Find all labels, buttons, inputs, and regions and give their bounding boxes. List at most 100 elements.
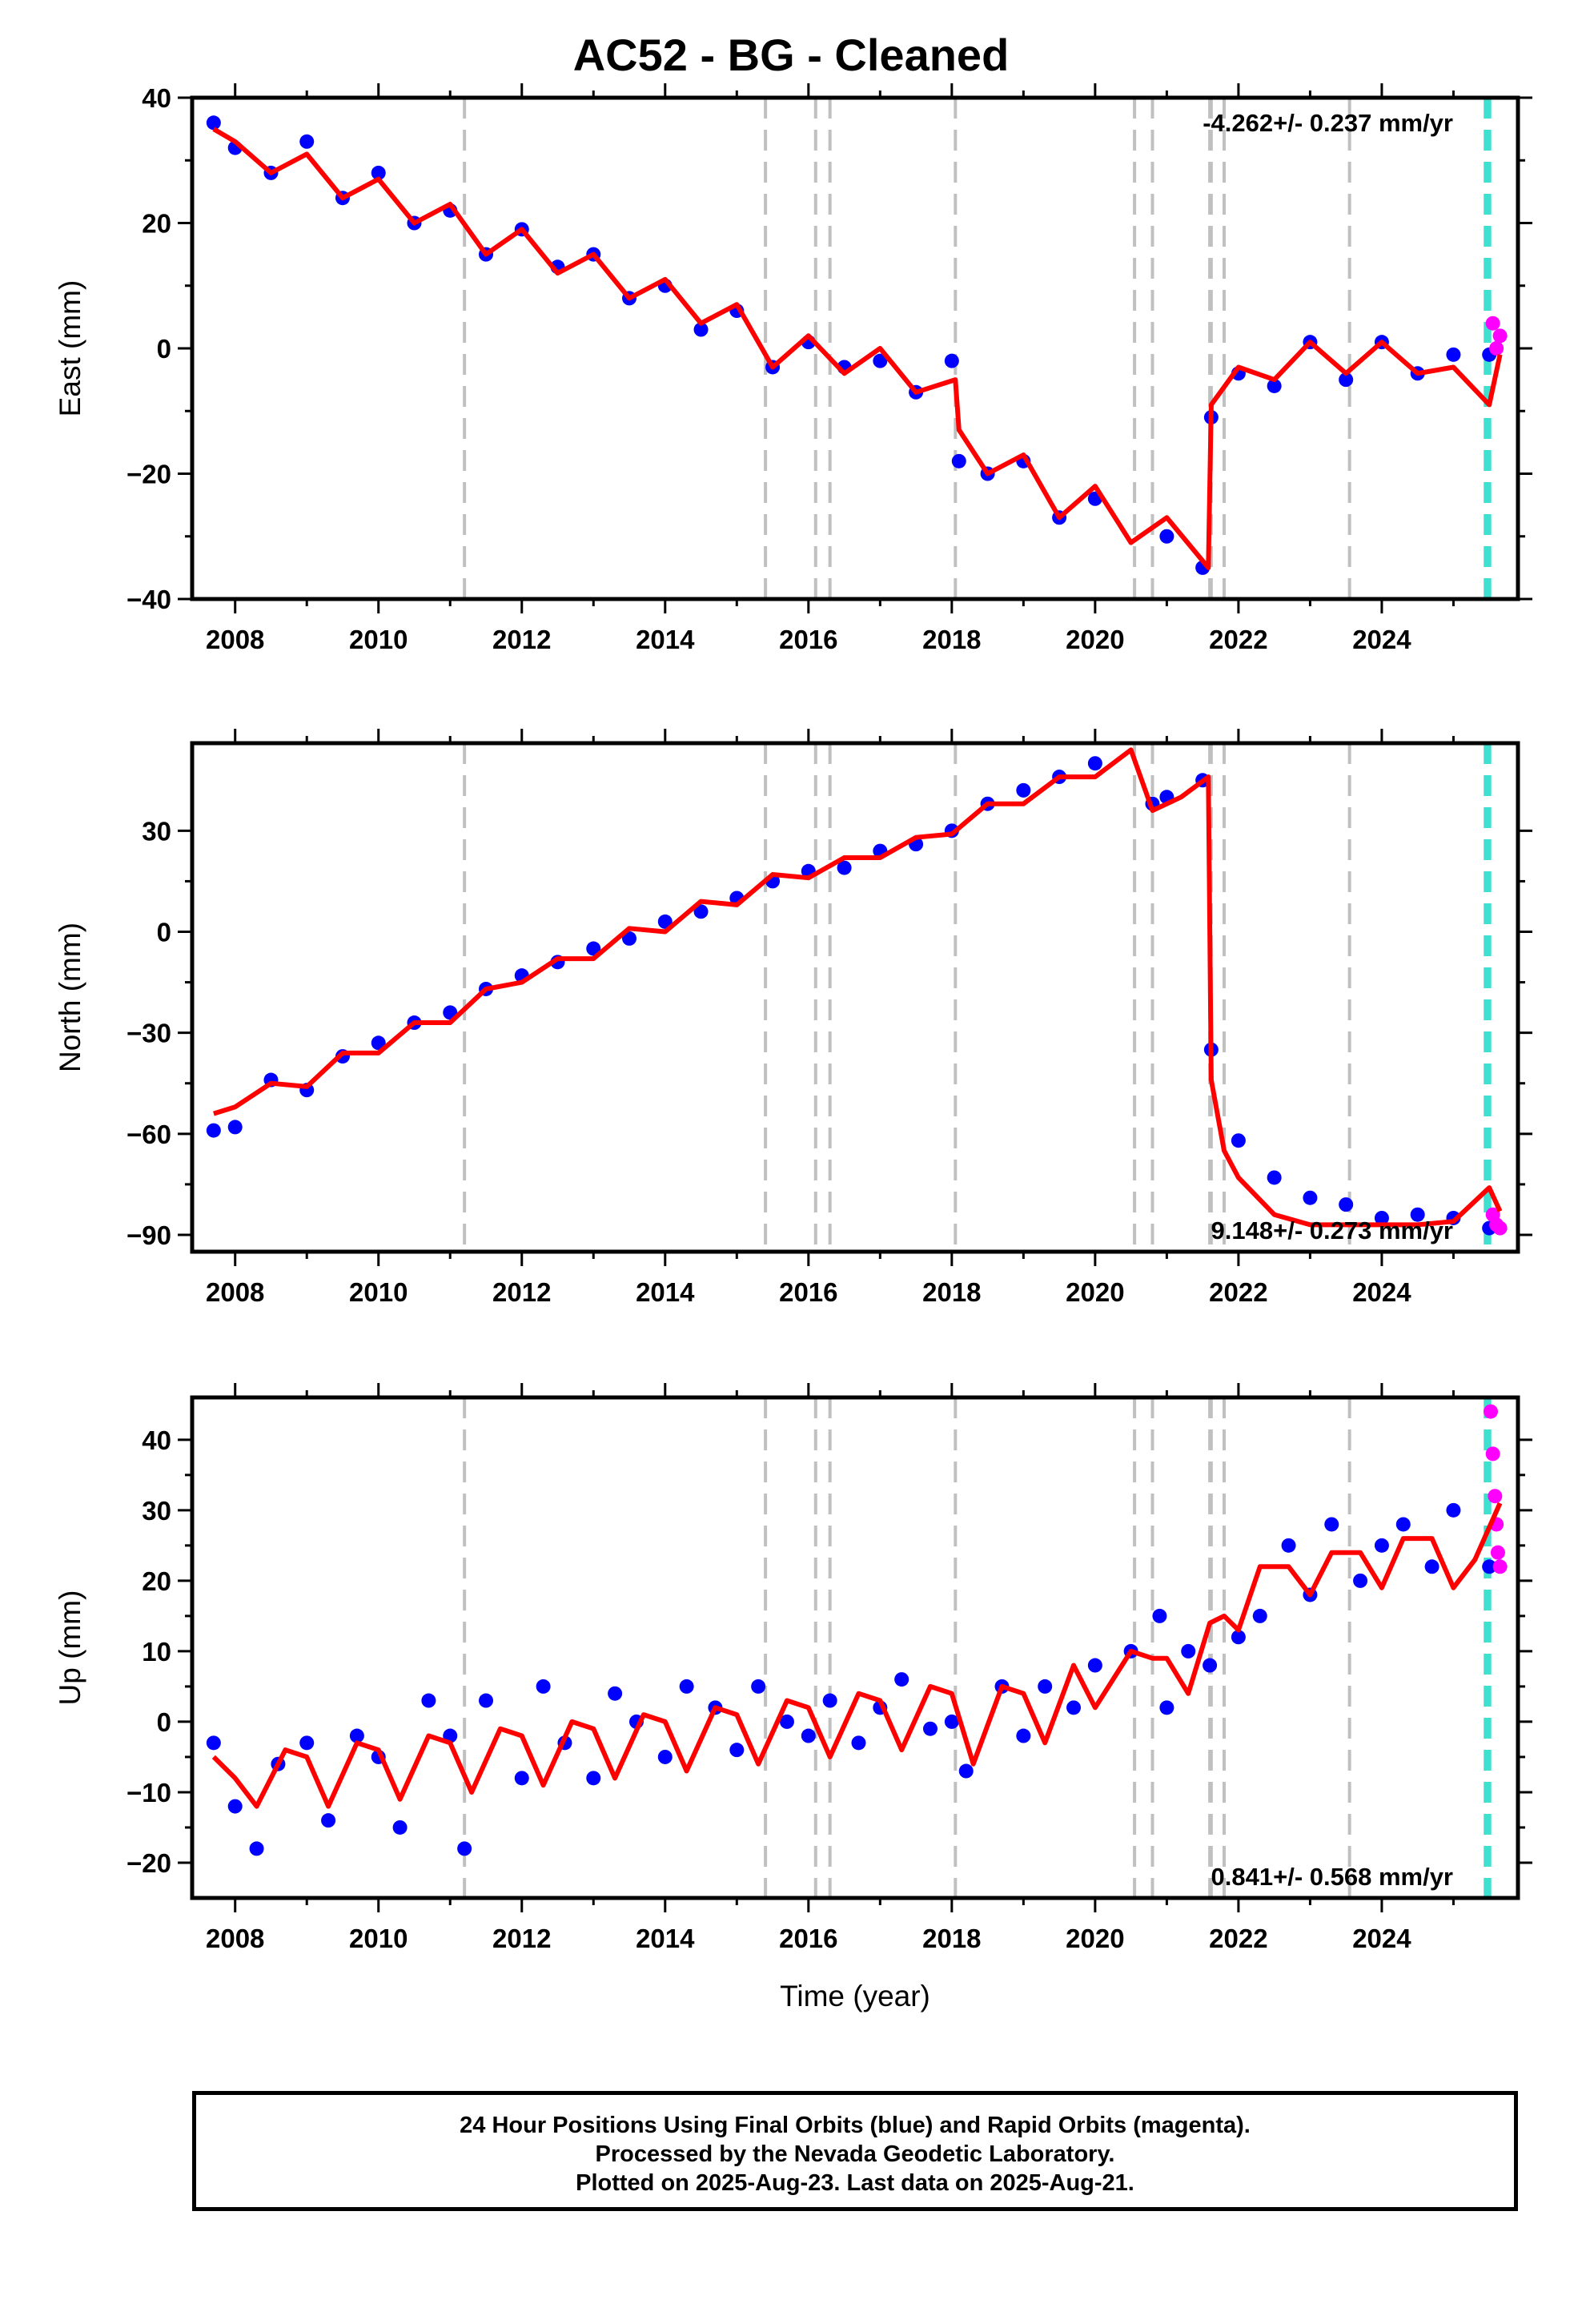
panel-3-y-tick-label-3: 0	[157, 1707, 171, 1737]
panel-2-final-orbits-point-26	[1087, 756, 1102, 771]
panel-1-final-orbits-point-20	[873, 353, 888, 368]
panel-1-final-orbits-point-28	[1159, 529, 1174, 544]
panel-3-y-axis-label: Up (mm)	[54, 1590, 86, 1706]
panel-1-final-orbits-point-15	[693, 322, 709, 337]
panel-2-y-axis-label: North (mm)	[54, 923, 86, 1072]
panel-3-final-orbits-point-33	[958, 1763, 974, 1779]
panel-2-final-orbits-point-6	[371, 1035, 386, 1051]
panel-3-x-axis-label: Time (year)	[780, 1980, 930, 2012]
panel-3-final-orbits-point-36	[1038, 1679, 1053, 1694]
panel-1-final-orbits-point-34	[1339, 372, 1354, 388]
panel-1-final-orbits-point-1	[206, 115, 221, 131]
panel-1-final-orbits-point-23	[951, 453, 966, 468]
panel-3-y-tick-label-2: −10	[126, 1778, 171, 1807]
panel-3-final-orbits-point-9	[392, 1819, 408, 1835]
panel-2-rapid-orbits-point-3	[1492, 1220, 1508, 1236]
panel-1-y-tick-label-5: 40	[142, 83, 171, 113]
panel-1-x-tick-label-2010: 2010	[349, 625, 408, 654]
panel-2-frame	[190, 741, 1520, 1254]
panel-1-y-tick-label-3: 0	[157, 334, 171, 364]
panel-2-final-orbits-point-32	[1267, 1170, 1282, 1185]
panel-3-x-tick-label-2018: 2018	[922, 1924, 981, 1953]
panel-3-x-tick-label-2022: 2022	[1209, 1924, 1267, 1953]
panel-1-final-orbits-point-6	[371, 165, 386, 180]
panel-3-final-orbits-point-6	[321, 1813, 336, 1828]
panel-2-x-tick-label-2008: 2008	[206, 1277, 264, 1307]
panel-3-final-orbits-point-3	[249, 1841, 264, 1856]
panel-3-final-orbits-point-44	[1231, 1630, 1246, 1645]
panel-3-final-orbits-point-23	[729, 1743, 745, 1758]
panel-3-final-orbits-point-51	[1395, 1517, 1411, 1532]
panel-1-final-orbits-point-32	[1267, 378, 1282, 393]
panel-3-x-tick-label-2020: 2020	[1066, 1924, 1124, 1953]
panel-3-final-orbits-point-43	[1203, 1658, 1218, 1673]
panel-3-final-orbits-point-30	[894, 1672, 909, 1687]
panel-1-y-tick-label-4: 20	[142, 209, 171, 239]
panel-2-y-tick-label-5: 30	[142, 816, 171, 846]
panel-1-x-tick-label-2008: 2008	[206, 625, 264, 654]
panel-3-model-line	[211, 1502, 1503, 1809]
panel-3-frame	[190, 1395, 1520, 1900]
panel-2-final-orbits-point-2	[227, 1120, 243, 1135]
panel-3-final-orbits-point-52	[1424, 1559, 1439, 1574]
panel-3-x-tick-label-2012: 2012	[492, 1924, 551, 1953]
panel-3-final-orbits-point-50	[1374, 1538, 1389, 1553]
panel-2-final-orbits-point-1	[206, 1123, 221, 1138]
panel-2-x-tick-label-2014: 2014	[636, 1277, 695, 1307]
chart-title: AC52 - BG - Cleaned	[572, 30, 1010, 80]
panel-2-final-orbits-point-14	[657, 914, 673, 929]
panel-3-final-orbits-point-21	[679, 1679, 694, 1694]
panel-1-y-tick-label-1: −40	[126, 585, 171, 614]
panel-2-final-orbits-point-36	[1410, 1207, 1425, 1222]
panel-3-final-orbits-point-15	[536, 1679, 551, 1694]
panel-3-final-orbits-point-18	[608, 1686, 623, 1701]
panel-3-final-orbits-point-24	[751, 1679, 766, 1694]
panel-2-x-tick-label-2024: 2024	[1352, 1277, 1411, 1307]
panel-3-final-orbits-point-40	[1152, 1608, 1167, 1623]
panel-3-final-orbits-point-17	[586, 1771, 601, 1786]
panel-1-y-axis-label: East (mm)	[54, 280, 86, 417]
panel-1-x-tick-label-2018: 2018	[922, 625, 981, 654]
panel-2-final-orbits-point-15	[693, 904, 709, 919]
panel-1-x-tick-label-2024: 2024	[1352, 625, 1411, 654]
panel-2-x-tick-label-2018: 2018	[922, 1277, 981, 1307]
panel-3-rapid-orbits-point-3	[1488, 1489, 1503, 1504]
panel-3-x-tick-label-2024: 2024	[1352, 1924, 1411, 1953]
panel-3-final-orbits-point-28	[851, 1735, 866, 1751]
panel-3-final-orbits-point-42	[1181, 1643, 1196, 1659]
panel-3-final-orbits-point-26	[801, 1728, 816, 1743]
panel-3-x-tick-label-2010: 2010	[349, 1924, 408, 1953]
panel-3-final-orbits-point-54	[1482, 1559, 1497, 1574]
panel-3-final-orbits-point-46	[1281, 1538, 1296, 1553]
panel-3-final-orbits-point-1	[206, 1735, 221, 1751]
panel-1-rapid-orbits-point-1	[1485, 316, 1500, 331]
panel-3-y-tick-label-1: −20	[126, 1848, 171, 1878]
panel-3-y-tick-label-5: 20	[142, 1566, 171, 1596]
panel-2-y-tick-label-3: −30	[126, 1019, 171, 1048]
panel-3-final-orbits-point-7	[349, 1728, 364, 1743]
panel-3-x-tick-label-2014: 2014	[636, 1924, 695, 1953]
panel-3-final-orbits-point-35	[1016, 1728, 1031, 1743]
footer-line-2: Processed by the Nevada Geodetic Laborat…	[595, 2141, 1115, 2167]
panel-1-rate-label: -4.262+/- 0.237 mm/yr	[1203, 109, 1453, 137]
panel-3-final-orbits-point-31	[922, 1721, 938, 1736]
panel-3-y-tick-label-6: 30	[142, 1496, 171, 1526]
panel-2-final-orbits-point-19	[837, 860, 852, 875]
panel-2-x-tick-label-2010: 2010	[349, 1277, 408, 1307]
panel-2-y-tick-label-1: −90	[126, 1220, 171, 1250]
panel-3-final-orbits-point-41	[1159, 1700, 1174, 1715]
panel-1-x-tick-label-2016: 2016	[779, 625, 837, 654]
panel-3-final-orbits-point-10	[421, 1693, 436, 1708]
panel-3-y-tick-label-7: 40	[142, 1425, 171, 1455]
panel-3-rapid-orbits-point-1	[1483, 1404, 1498, 1419]
panel-1-x-tick-label-2012: 2012	[492, 625, 551, 654]
panel-2-rate-label: 9.148+/- 0.273 mm/yr	[1211, 1216, 1453, 1244]
panel-2-final-orbits-point-24	[1016, 782, 1031, 798]
panel-1-rapid-orbits-point-2	[1489, 341, 1504, 356]
panel-3-final-orbits-point-14	[514, 1771, 529, 1786]
panel-3-y-tick-label-4: 10	[142, 1637, 171, 1667]
panel-2-final-orbits-point-35	[1374, 1210, 1389, 1225]
panel-3-rapid-orbits-point-6	[1492, 1559, 1508, 1574]
panel-3-final-orbits-point-12	[457, 1841, 472, 1856]
panel-3-final-orbits-point-25	[779, 1714, 794, 1729]
